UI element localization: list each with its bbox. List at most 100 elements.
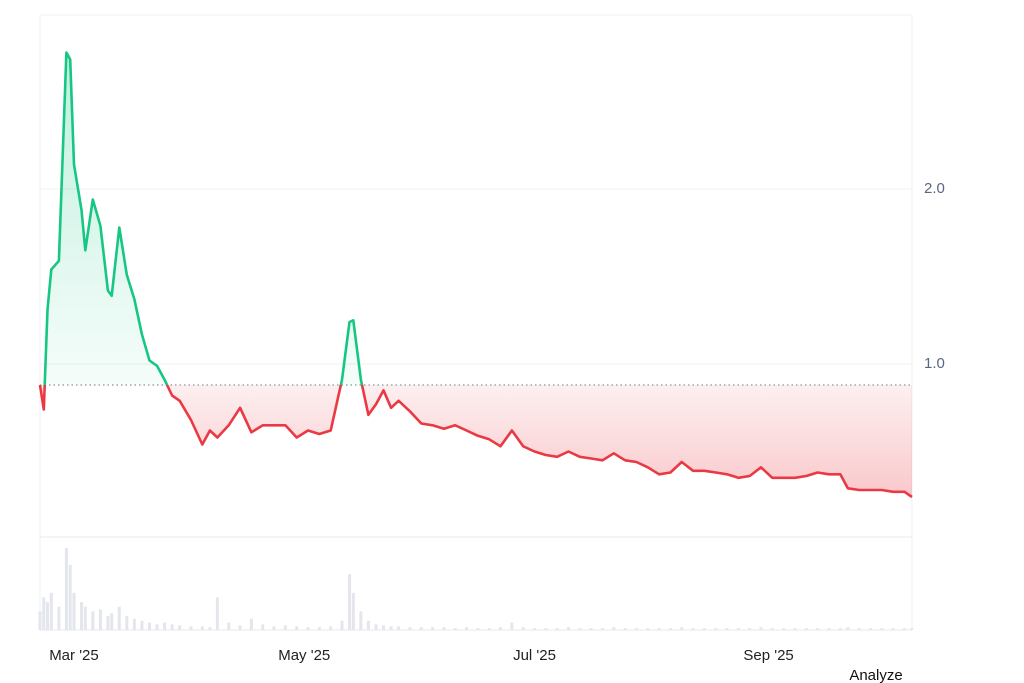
- volume-bar: [117, 606, 121, 630]
- volume-bar: [533, 628, 537, 630]
- volume-bar: [249, 618, 253, 630]
- volume-bar: [725, 628, 729, 630]
- price-line: [38, 51, 913, 499]
- volume-bar: [140, 620, 144, 630]
- volume-bar: [816, 628, 820, 630]
- volume-bar: [125, 616, 129, 630]
- volume-bar: [804, 628, 808, 630]
- volume-bar: [351, 592, 355, 630]
- x-tick-label: Jul '25: [513, 647, 556, 664]
- volume-bar: [419, 627, 423, 630]
- volume-bar: [98, 609, 102, 630]
- volume-bar: [80, 602, 84, 630]
- volume-bar: [38, 611, 42, 630]
- volume-bar: [283, 625, 287, 630]
- volume-bar: [397, 626, 401, 630]
- volume-bar: [49, 592, 53, 630]
- volume-bar: [348, 574, 352, 630]
- volume-bar: [178, 625, 182, 630]
- x-tick-label: May '25: [278, 647, 330, 664]
- volume-bar: [295, 626, 299, 630]
- volume-bar: [68, 564, 72, 630]
- x-tick-label: Sep '25: [743, 647, 793, 664]
- volume-bar: [106, 616, 110, 630]
- volume-bar: [902, 628, 906, 630]
- volume-bar: [431, 627, 435, 630]
- volume-bar: [623, 628, 627, 630]
- volume-bar: [317, 627, 321, 630]
- y-tick-label: 2.0: [924, 180, 945, 197]
- volume-bar: [42, 597, 46, 630]
- volume-bar: [208, 627, 212, 630]
- volume-bar: [110, 613, 114, 630]
- volume-bar: [714, 628, 718, 630]
- volume-bar: [566, 627, 570, 630]
- volume-bar: [238, 625, 242, 630]
- volume-bar: [465, 627, 469, 630]
- volume-bar: [163, 622, 167, 630]
- volume-bar: [510, 622, 514, 630]
- volume-bar: [155, 624, 159, 630]
- volume-bar: [680, 627, 684, 630]
- volume-bar: [189, 626, 193, 630]
- y-tick-label: 1.0: [924, 355, 945, 372]
- volume-bar: [838, 628, 842, 630]
- volume-bar: [759, 627, 763, 630]
- volume-bar: [359, 611, 363, 630]
- volume-bar: [634, 628, 638, 630]
- volume-bar: [668, 628, 672, 630]
- volume-bar: [702, 628, 706, 630]
- volume-bar: [827, 628, 831, 630]
- volume-bar: [200, 626, 204, 630]
- volume-bar: [91, 611, 95, 630]
- volume-bar: [891, 628, 895, 630]
- volume-bar: [868, 628, 872, 630]
- volume-bar: [227, 622, 231, 630]
- volume-bar: [389, 626, 393, 630]
- volume-bar: [487, 628, 491, 630]
- volume-bar: [846, 627, 850, 630]
- volume-bar: [83, 606, 87, 630]
- volume-bar: [57, 606, 61, 630]
- volume-bar: [272, 626, 276, 630]
- volume-bar: [408, 627, 412, 630]
- volume-bar: [170, 624, 174, 630]
- volume-bar: [147, 622, 151, 630]
- volume-bar: [453, 628, 457, 630]
- volume-bar: [748, 628, 752, 630]
- volume-bar: [46, 602, 50, 630]
- volume-bar: [329, 626, 333, 630]
- volume-bar: [612, 627, 616, 630]
- volume-bar: [261, 624, 265, 630]
- volume-bar: [770, 628, 774, 630]
- volume-bar: [782, 628, 786, 630]
- volume-bar: [442, 627, 446, 630]
- volume-bar: [521, 627, 525, 630]
- volume-bar: [857, 628, 861, 630]
- volume-bar: [691, 628, 695, 630]
- volume-bar: [657, 628, 661, 630]
- volume-bar: [374, 624, 378, 630]
- volume-bar: [544, 628, 548, 630]
- volume-bar: [132, 618, 136, 630]
- volume-bar: [72, 592, 76, 630]
- volume-bar: [215, 597, 219, 630]
- analyze-button[interactable]: Analyze: [849, 667, 902, 683]
- volume-bar: [793, 628, 797, 630]
- volume-bar: [646, 628, 650, 630]
- x-tick-label: Mar '25: [49, 647, 99, 664]
- volume-bar: [64, 548, 68, 630]
- price-area: [40, 52, 912, 497]
- volume-bar: [366, 620, 370, 630]
- volume-bar: [589, 628, 593, 630]
- volume-bar: [382, 625, 386, 630]
- volume-bar: [600, 628, 604, 630]
- volume-bar: [476, 628, 480, 630]
- volume-bar: [340, 620, 344, 630]
- volume-bar: [880, 628, 884, 630]
- volume-bar: [306, 627, 310, 630]
- volume-bar: [736, 628, 740, 630]
- volume-bar: [499, 627, 503, 630]
